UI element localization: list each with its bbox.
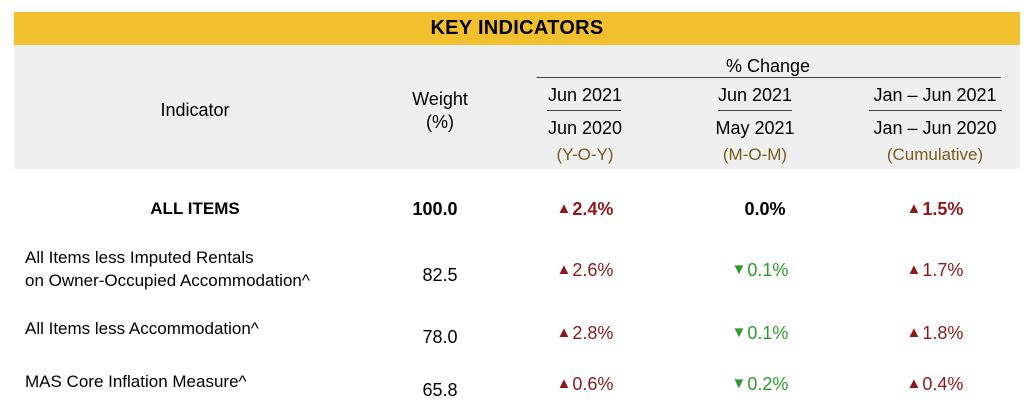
row-label-line1: All Items less Imputed Rentals [25, 248, 254, 267]
weight-header-line1: Weight [412, 89, 468, 109]
col2-top: Jun 2021 [717, 85, 793, 105]
row-change-yoy: ▲ 2.4% [556, 199, 614, 219]
row-change-yoy: ▲ 2.8% [556, 323, 614, 343]
up-arrow-icon: ▲ [906, 324, 922, 341]
row-weight: 82.5 [422, 265, 458, 285]
col2-divider [718, 110, 792, 111]
col3-top: Jan – Jun 2021 [873, 85, 997, 105]
col2-tag: (M-O-M) [722, 145, 788, 164]
pct-change-rule [537, 77, 1001, 78]
table-header [14, 45, 1020, 169]
row-change-cumulative: ▲ 1.8% [906, 323, 964, 343]
row-change-mom: ▼ 0.2% [731, 374, 789, 394]
row-weight: 100.0 [412, 199, 458, 219]
row-change-yoy: ▲ 2.6% [556, 260, 614, 280]
col1-bottom: Jun 2020 [547, 118, 623, 138]
row-label-line2: on Owner-Occupied Accommodation^ [25, 271, 310, 290]
row-change-yoy: ▲ 0.6% [556, 374, 614, 394]
col1-top: Jun 2021 [547, 85, 623, 105]
row-weight: 65.8 [422, 380, 458, 400]
col1-tag: (Y-O-Y) [556, 145, 614, 164]
row-weight: 78.0 [422, 327, 458, 347]
up-arrow-icon: ▲ [556, 375, 572, 392]
row-change-mom: ▼ 0.1% [731, 323, 789, 343]
row-label: ALL ITEMS [150, 199, 240, 218]
row-change-cumulative: ▲ 1.7% [906, 260, 964, 280]
pct-change-header: % Change [725, 56, 811, 76]
row-change-cumulative: ▲ 0.4% [906, 374, 964, 394]
row-change-cumulative: ▲ 1.5% [906, 199, 964, 219]
row-change-mom: ▼ 0.1% [731, 260, 789, 280]
weight-header-line2: (%) [426, 112, 454, 132]
up-arrow-icon: ▲ [906, 375, 922, 392]
up-arrow-icon: ▲ [906, 261, 922, 278]
up-arrow-icon: ▲ [906, 200, 922, 217]
down-arrow-icon: ▼ [731, 261, 747, 278]
table-title: KEY INDICATORS [14, 12, 1020, 45]
indicator-header: Indicator [160, 100, 230, 120]
row-label: All Items less Accommodation^ [25, 319, 259, 338]
col3-divider [869, 110, 1002, 111]
col2-bottom: May 2021 [715, 118, 795, 138]
col3-bottom: Jan – Jun 2020 [873, 118, 997, 138]
col1-divider [547, 110, 621, 111]
up-arrow-icon: ▲ [556, 261, 572, 278]
up-arrow-icon: ▲ [556, 200, 572, 217]
row-change-mom: 0.0% [744, 199, 786, 219]
row-label: MAS Core Inflation Measure^ [25, 372, 247, 391]
col3-tag: (Cumulative) [886, 145, 984, 164]
down-arrow-icon: ▼ [731, 375, 747, 392]
down-arrow-icon: ▼ [731, 324, 747, 341]
up-arrow-icon: ▲ [556, 324, 572, 341]
